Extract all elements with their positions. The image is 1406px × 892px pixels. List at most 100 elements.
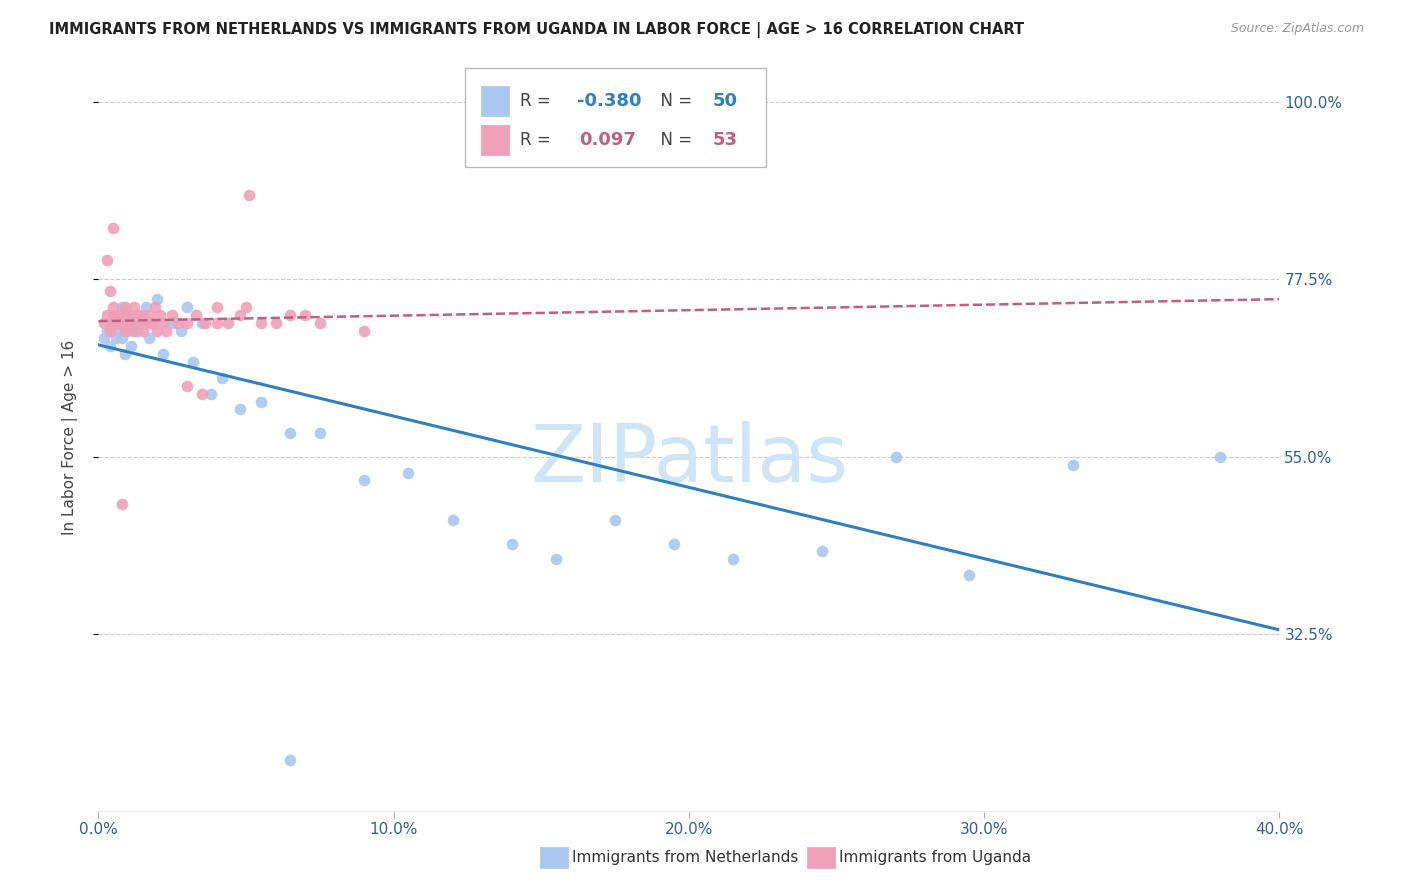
Point xyxy=(250,316,273,330)
Point xyxy=(103,308,125,322)
Point xyxy=(146,292,169,306)
Point xyxy=(135,316,157,330)
Point xyxy=(125,308,148,322)
Point xyxy=(111,300,134,314)
Point xyxy=(250,394,273,409)
Point xyxy=(205,316,228,330)
Point xyxy=(114,300,136,314)
Point xyxy=(132,316,155,330)
Point xyxy=(229,308,252,322)
Point xyxy=(205,300,228,314)
Point xyxy=(122,300,145,314)
Point xyxy=(664,536,686,550)
Point xyxy=(200,386,222,401)
Point xyxy=(114,324,136,338)
Point xyxy=(141,316,163,330)
Point xyxy=(143,300,166,314)
Point xyxy=(105,316,128,330)
Point xyxy=(176,300,198,314)
Point xyxy=(98,339,121,353)
Point xyxy=(125,324,148,338)
Point xyxy=(108,308,131,322)
Point xyxy=(120,316,142,330)
Text: Source: ZipAtlas.com: Source: ZipAtlas.com xyxy=(1230,22,1364,36)
Text: 0.097: 0.097 xyxy=(579,131,636,149)
Point xyxy=(1062,458,1084,472)
Point xyxy=(132,308,155,322)
Point xyxy=(152,347,174,361)
Point xyxy=(723,552,745,566)
Point xyxy=(117,316,139,330)
Text: N =: N = xyxy=(650,131,697,149)
Text: R =: R = xyxy=(520,93,555,111)
Point xyxy=(93,331,115,345)
Point xyxy=(128,316,150,330)
Point xyxy=(114,347,136,361)
Point xyxy=(184,308,207,322)
Point xyxy=(309,426,332,441)
Point xyxy=(103,300,125,314)
Point xyxy=(108,308,131,322)
Point xyxy=(111,316,134,330)
Point xyxy=(167,316,190,330)
Point xyxy=(117,324,139,338)
Point xyxy=(1209,450,1232,464)
Point xyxy=(194,316,217,330)
Text: Immigrants from Uganda: Immigrants from Uganda xyxy=(839,850,1032,864)
Point xyxy=(217,316,239,330)
Point xyxy=(191,316,214,330)
Point xyxy=(128,308,150,322)
Point xyxy=(111,497,134,511)
Point xyxy=(103,316,125,330)
Point xyxy=(98,324,121,338)
Point xyxy=(353,324,375,338)
Point xyxy=(155,324,177,338)
Point xyxy=(229,402,252,417)
Point xyxy=(132,324,155,338)
Point xyxy=(105,316,128,330)
Point xyxy=(117,308,139,322)
Point xyxy=(309,316,332,330)
FancyBboxPatch shape xyxy=(464,69,766,168)
FancyBboxPatch shape xyxy=(481,87,509,116)
Point xyxy=(105,331,128,345)
Point xyxy=(141,316,163,330)
Point xyxy=(108,316,131,330)
Point xyxy=(96,252,118,267)
Point xyxy=(181,355,204,369)
Point xyxy=(122,324,145,338)
Point xyxy=(98,284,121,298)
Point xyxy=(138,331,160,345)
Point xyxy=(149,308,172,322)
Point xyxy=(120,308,142,322)
Y-axis label: In Labor Force | Age > 16: In Labor Force | Age > 16 xyxy=(62,340,77,534)
Point xyxy=(93,316,115,330)
Point xyxy=(162,316,183,330)
Point xyxy=(122,316,145,330)
Point xyxy=(280,426,302,441)
Point xyxy=(959,568,981,582)
Point xyxy=(111,331,134,345)
Point xyxy=(235,300,257,314)
Point xyxy=(191,386,214,401)
Point xyxy=(810,544,832,558)
Point xyxy=(176,379,198,393)
Text: 53: 53 xyxy=(713,131,738,149)
Text: N =: N = xyxy=(650,93,697,111)
Point xyxy=(146,324,169,338)
Point xyxy=(135,300,157,314)
Point xyxy=(138,308,160,322)
Point xyxy=(120,339,142,353)
Point xyxy=(162,308,183,322)
Point xyxy=(264,316,287,330)
Point xyxy=(280,308,302,322)
Point xyxy=(96,308,118,322)
Point xyxy=(176,316,198,330)
Text: -0.380: -0.380 xyxy=(576,93,641,111)
FancyBboxPatch shape xyxy=(481,126,509,155)
Point xyxy=(152,316,174,330)
Point xyxy=(103,221,125,235)
Point xyxy=(280,754,302,768)
Point xyxy=(398,466,420,480)
Point xyxy=(211,371,233,385)
